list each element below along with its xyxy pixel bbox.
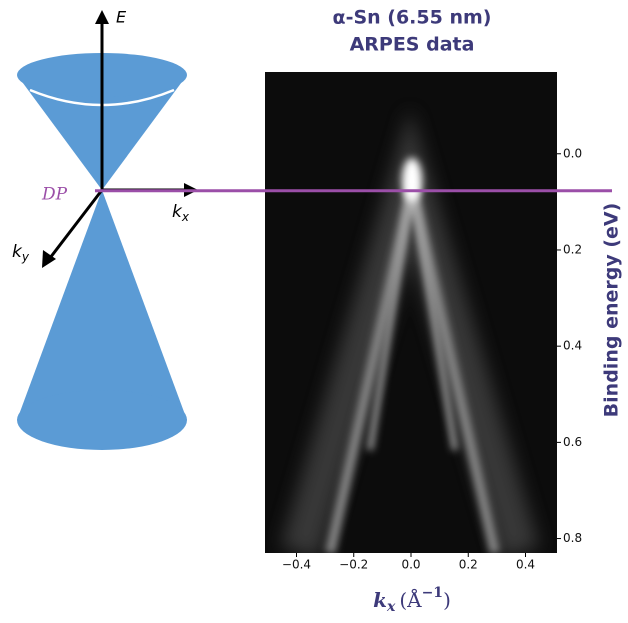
y-tick-label: 0.6 bbox=[563, 435, 582, 449]
x-tick-label: 0.2 bbox=[459, 558, 478, 572]
y-tick-label: 0.0 bbox=[563, 146, 582, 160]
arpes-image bbox=[265, 72, 557, 553]
y-axis-label: Binding energy (eV) bbox=[601, 203, 623, 418]
y-tick-label: 0.8 bbox=[563, 531, 582, 545]
energy-axis-label: E bbox=[116, 8, 127, 27]
y-tick-label: 0.2 bbox=[563, 242, 582, 256]
cone-diagram: E DP kx ky bbox=[12, 8, 198, 451]
figure: E DP kx ky −0.4 −0.2 0.0 0.2 0.4 0.0 0.2 0.4 0.6… bbox=[0, 0, 628, 619]
x-tick-label: 0.0 bbox=[401, 558, 420, 572]
chart-title: ARPES data bbox=[350, 34, 475, 56]
kx-label: kx bbox=[172, 202, 190, 224]
x-axis-label: kx(Å−1) bbox=[373, 585, 451, 615]
chart-title: α-Sn (6.55 nm) bbox=[333, 7, 492, 29]
x-tick-label: −0.4 bbox=[282, 558, 311, 572]
ky-label: ky bbox=[12, 242, 30, 264]
y-tick-label: 0.4 bbox=[563, 339, 582, 353]
x-tick-label: 0.4 bbox=[516, 558, 535, 572]
x-tick-label: −0.2 bbox=[339, 558, 368, 572]
dirac-point-label: DP bbox=[41, 185, 68, 205]
